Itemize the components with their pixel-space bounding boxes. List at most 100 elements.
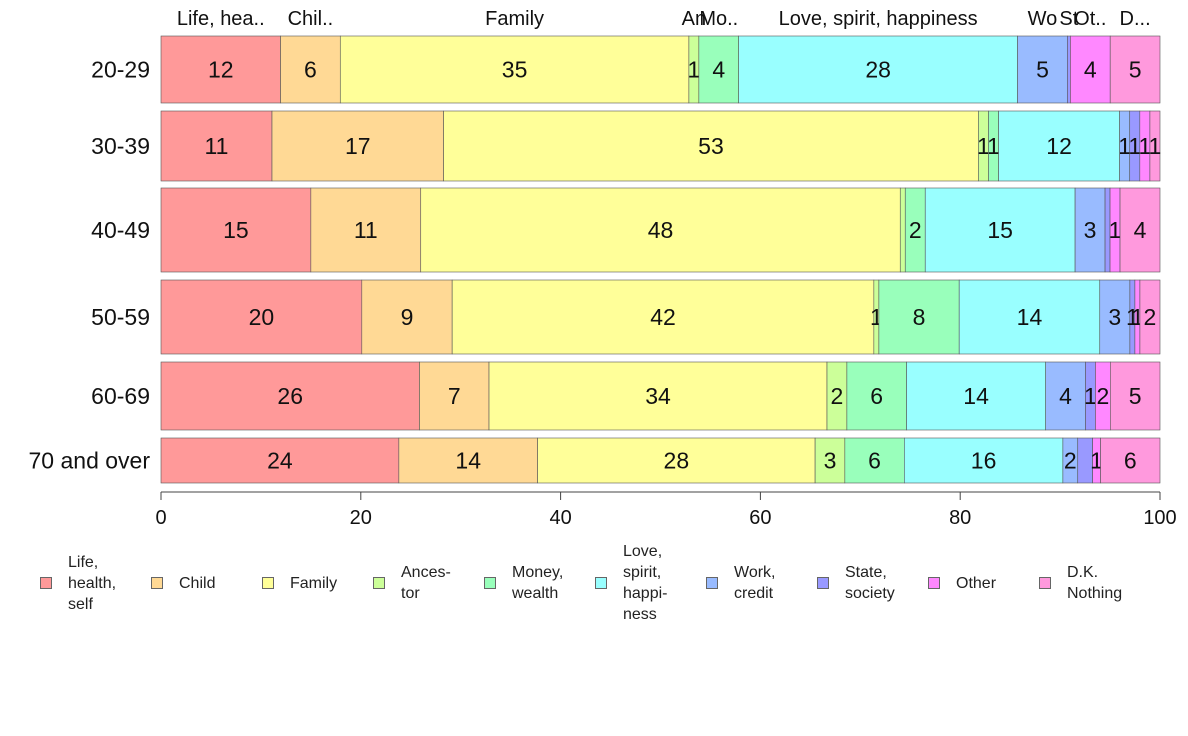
legend-item: Other [918,540,1029,630]
legend-item: Love, spirit, happi- ness [585,540,696,630]
legend-label: Work, credit [734,564,776,602]
legend-swatch [595,577,607,589]
legend-swatch [40,577,52,589]
legend-swatch [928,577,940,589]
bar-segment [814,437,846,484]
bar-segment [361,279,453,355]
bar-segment [1109,361,1161,431]
legend-label: Ances- tor [401,564,451,602]
data-label: 14 [963,383,989,409]
data-label: 28 [664,448,690,474]
data-label: 26 [277,383,303,409]
bar-segment [1109,35,1161,104]
data-label: 2 [831,383,844,409]
bar-segment [1067,35,1071,104]
bar-segment [1070,35,1111,104]
legend-label: Other [956,574,997,592]
data-label: 1 [1109,217,1122,243]
bar-segment [160,361,420,431]
bar-segment [924,187,1076,273]
legend-swatch [262,577,274,589]
bar-segment [310,187,422,273]
bar-segment [1017,35,1068,104]
data-label: 4 [1084,57,1097,83]
data-label: 15 [223,217,249,243]
x-tick-label: 80 [949,507,971,529]
data-label: 1 [1149,133,1162,159]
legend-label: Child [179,574,216,592]
legend-swatch [484,577,496,589]
legend-item: Work, credit [696,540,807,630]
data-label: 6 [1124,448,1137,474]
legend-swatch [1039,577,1051,589]
data-label: 2 [1096,383,1109,409]
data-label: 15 [987,217,1013,243]
data-label: 1 [977,133,990,159]
data-label: 6 [868,448,881,474]
bar-segment [160,279,363,355]
category-label: 50-59 [91,304,150,330]
top-column-label: St [1059,8,1078,30]
data-label: 14 [1017,304,1043,330]
legend-label: State, society [845,564,895,602]
data-label: 1 [1084,383,1097,409]
legend: Life, health, self Child Family Ances- tor M… [30,540,1170,630]
data-label: 2 [1064,448,1077,474]
bar-segment [451,279,875,355]
legend-swatch [817,577,829,589]
bar-segment [1119,187,1161,273]
data-label: 1 [1118,133,1131,159]
bar-segment [844,437,905,484]
legend-swatch [151,577,163,589]
legend-swatch [706,577,718,589]
category-label: 70 and over [29,448,151,474]
top-column-label: Wo [1028,8,1058,30]
data-label: 1 [1128,133,1141,159]
bar-segment [160,35,281,104]
legend-item: Life, health, self [30,540,141,630]
x-tick-label: 0 [155,507,166,529]
data-label: 1 [687,57,700,83]
x-tick-label: 40 [549,507,571,529]
bar-segment [160,437,400,484]
top-column-label: Mo.. [699,8,738,30]
bar-segment [160,187,312,273]
bar-segment [488,361,828,431]
data-label: 48 [648,217,674,243]
data-label: 4 [712,57,725,83]
data-label: 6 [870,383,883,409]
legend-label: Love, spirit, happi- ness [623,543,668,623]
data-label: 53 [698,133,724,159]
data-label: 5 [1129,383,1142,409]
data-label: 14 [455,448,481,474]
data-label: 12 [1046,133,1072,159]
data-label: 5 [1036,57,1049,83]
bar-segment [958,279,1101,355]
top-column-label: Ot.. [1074,8,1106,30]
data-label: 16 [971,448,997,474]
legend-label: Family [290,574,338,592]
bar-segment [160,110,273,182]
top-column-label: Family [485,8,544,30]
data-label: 3 [824,448,837,474]
bar-segment [271,110,444,182]
data-label: 42 [650,304,676,330]
data-label: 28 [865,57,891,83]
top-column-label: Chil.. [288,8,334,30]
legend-label: Money, wealth [512,564,564,602]
bar-segment [339,35,690,104]
bar-segment [1074,187,1106,273]
data-label: 5 [1129,57,1142,83]
legend-item: State, society [807,540,918,630]
data-label: 11 [205,133,229,159]
x-tick-label: 60 [749,507,771,529]
legend-item: Family [252,540,363,630]
data-label: 1 [1138,133,1151,159]
category-label: 40-49 [91,217,150,243]
category-label: 30-39 [91,133,150,159]
legend-item: Money, wealth [474,540,585,630]
bar-segment [878,279,960,355]
top-column-label: Love, spirit, happiness [779,8,978,30]
data-label: 7 [448,383,461,409]
